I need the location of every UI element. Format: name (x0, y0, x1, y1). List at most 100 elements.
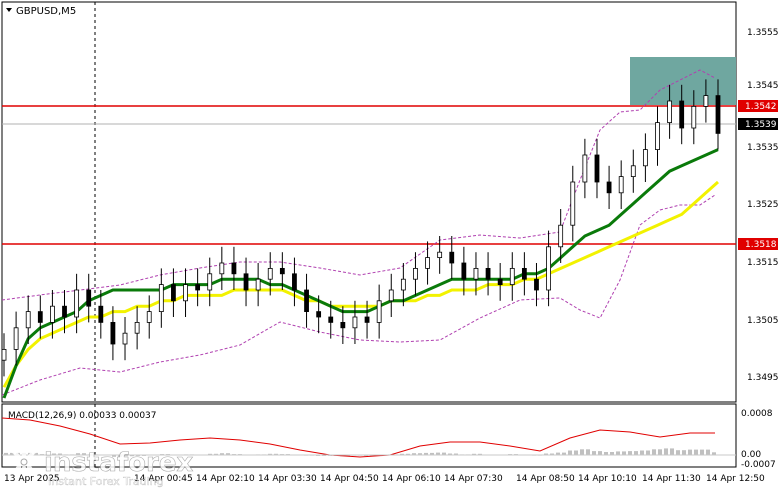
time-tick: 14 Apr 12:50 (706, 474, 765, 484)
candle-body (220, 263, 224, 274)
candle-body (401, 279, 405, 290)
candle-body (522, 268, 526, 279)
time-tick: 14 Apr 04:50 (320, 474, 379, 484)
candle-body (329, 317, 333, 322)
macd-bar (676, 450, 680, 455)
macd-label: MACD(12,26,9) 0.00033 0.00037 (8, 411, 157, 421)
price-tick: 1.3495 (747, 373, 779, 383)
macd-bar (694, 450, 698, 455)
price-tick: 1.3545 (747, 81, 779, 91)
macd-bar (634, 451, 638, 455)
candle-body (196, 285, 200, 290)
candle-body (123, 333, 127, 344)
candle-body (135, 322, 139, 333)
candle-body (655, 123, 659, 150)
macd-tick: 0.0008 (741, 409, 773, 419)
time-tick: 14 Apr 08:50 (516, 474, 575, 484)
watermark-brand: instaforex (44, 448, 194, 478)
candle-body (317, 312, 321, 317)
candle-body (462, 263, 466, 279)
candle-body (680, 101, 684, 128)
candle-body (583, 155, 587, 182)
candle-body (75, 290, 79, 317)
price-tick: 1.3535 (747, 143, 779, 153)
macd-bar (586, 449, 590, 455)
macd-tick: -0.0007 (741, 460, 776, 470)
macd-bar (616, 451, 620, 455)
candle-body (547, 247, 551, 290)
time-tick: 14 Apr 10:10 (578, 474, 637, 484)
candle-body (486, 268, 490, 279)
macd-bar (688, 450, 692, 455)
macd-bar (646, 451, 650, 456)
symbol-title: GBPUSD,M5 (16, 6, 76, 17)
candle-body (256, 279, 260, 290)
candle-body (668, 101, 672, 123)
macd-bar (640, 451, 644, 456)
candle-body (99, 306, 103, 322)
brand-logo-icon (11, 449, 37, 475)
candle-body (559, 225, 563, 247)
candle-body (268, 268, 272, 279)
macd-bar (628, 451, 632, 455)
candle-body (377, 301, 381, 323)
macd-bar (592, 451, 596, 455)
candle-body (474, 268, 478, 279)
candle-body (353, 317, 357, 328)
macd-bar (622, 451, 626, 455)
price-tick: 1.3525 (747, 200, 779, 210)
macd-bar (580, 449, 584, 455)
time-tick: 14 Apr 07:30 (444, 474, 503, 484)
candle-body (413, 268, 417, 279)
macd-bar (700, 450, 704, 455)
time-tick: 14 Apr 03:30 (258, 474, 317, 484)
candle-body (607, 182, 611, 193)
candle-body (305, 290, 309, 312)
macd-bar (664, 448, 668, 455)
candle-body (450, 252, 454, 263)
candle-body (38, 312, 42, 323)
candle-body (184, 285, 188, 301)
price-tick: 1.3505 (747, 316, 779, 326)
candle-body (87, 290, 91, 306)
candle-body (595, 155, 599, 182)
price-tick: 1.3555 (747, 28, 779, 38)
candle-body (26, 312, 30, 328)
resistance-price-label: 1.3542 (745, 102, 777, 112)
candle-body (438, 252, 442, 257)
candle-body (704, 96, 708, 107)
candle-body (208, 274, 212, 290)
candle-body (341, 322, 345, 327)
candle-body (232, 263, 236, 274)
candle-body (147, 312, 151, 323)
candle-body (244, 274, 248, 290)
candle-body (643, 150, 647, 166)
candle-body (619, 177, 623, 193)
price-tick: 1.3515 (747, 258, 779, 268)
candle-body (280, 268, 284, 273)
candle-body (292, 274, 296, 290)
macd-bar (574, 451, 578, 456)
candle-body (571, 182, 575, 225)
candle-body (50, 306, 54, 322)
candle-body (111, 322, 115, 344)
candle-body (63, 306, 67, 317)
candle-body (171, 285, 175, 301)
candle-body (2, 349, 6, 360)
macd-bar (568, 451, 572, 456)
candle-body (426, 258, 430, 269)
candle-body (14, 328, 18, 350)
watermark-tagline: Instant Forex Trading (48, 475, 164, 488)
current-price-label: 1.3539 (745, 120, 777, 130)
macd-bar (658, 449, 662, 455)
macd-bar (670, 448, 674, 455)
macd-bar (598, 451, 602, 455)
support-price-label: 1.3518 (745, 240, 777, 250)
candle-body (389, 290, 393, 301)
candle-body (631, 166, 635, 177)
candle-body (534, 279, 538, 290)
time-tick: 14 Apr 02:10 (196, 474, 255, 484)
macd-tick: 0.00 (741, 450, 761, 460)
